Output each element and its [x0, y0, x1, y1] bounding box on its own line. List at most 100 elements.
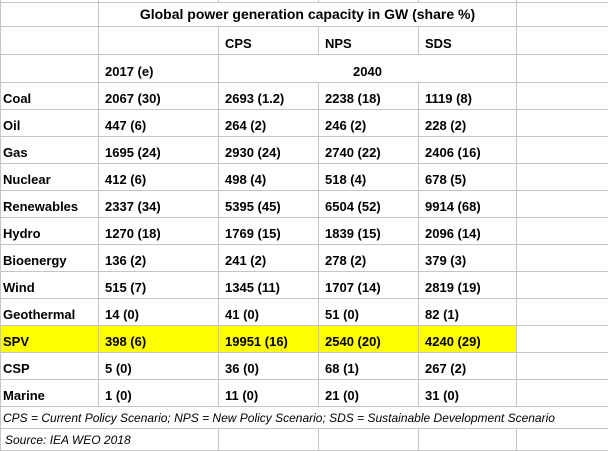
empty-cell: [517, 429, 608, 451]
row-label: Wind: [1, 272, 99, 299]
empty-cell: [517, 137, 608, 164]
cell-sds: 2819 (19): [419, 272, 517, 299]
source-row: Source: IEA WEO 2018: [1, 429, 608, 451]
row-nuclear: Nuclear 412 (6) 498 (4) 518 (4) 678 (5): [1, 164, 608, 191]
cell-nps: 2238 (18): [319, 83, 419, 110]
empty-cell: [517, 110, 608, 137]
empty-cell: [517, 353, 608, 380]
cell-2017: 398 (6): [99, 326, 219, 353]
empty-cell: [517, 83, 608, 110]
empty-cell: [1, 3, 99, 27]
empty-cell: [517, 245, 608, 272]
cell-cps: 498 (4): [219, 164, 319, 191]
header-base-year: 2017 (e): [99, 55, 219, 83]
empty-cell: [517, 3, 608, 27]
row-csp: CSP 5 (0) 36 (0) 68 (1) 267 (2): [1, 353, 608, 380]
header-future-year: 2040: [219, 55, 517, 83]
empty-cell: [517, 299, 608, 326]
spreadsheet: Global power generation capacity in GW (…: [0, 0, 608, 404]
header-cps: CPS: [219, 27, 319, 55]
row-gas: Gas 1695 (24) 2930 (24) 2740 (22) 2406 (…: [1, 137, 608, 164]
cell-nps: 21 (0): [319, 380, 419, 407]
row-spv-highlighted: SPV 398 (6) 19951 (16) 2540 (20) 4240 (2…: [1, 326, 608, 353]
row-label: Oil: [1, 110, 99, 137]
source-note: Source: IEA WEO 2018: [1, 429, 219, 451]
header-sds: SDS: [419, 27, 517, 55]
cell-2017: 515 (7): [99, 272, 219, 299]
empty-cell: [1, 55, 99, 83]
cell-2017: 1 (0): [99, 380, 219, 407]
cell-cps: 19951 (16): [219, 326, 319, 353]
empty-cell: [517, 191, 608, 218]
cell-nps: 1839 (15): [319, 218, 419, 245]
empty-cell: [219, 429, 319, 451]
cell-sds: 2096 (14): [419, 218, 517, 245]
row-label: Hydro: [1, 218, 99, 245]
cell-sds: 228 (2): [419, 110, 517, 137]
row-label: Coal: [1, 83, 99, 110]
cell-nps: 6504 (52): [319, 191, 419, 218]
row-oil: Oil 447 (6) 264 (2) 246 (2) 228 (2): [1, 110, 608, 137]
scenario-legend: CPS = Current Policy Scenario; NPS = New…: [1, 407, 608, 429]
cell-2017: 1270 (18): [99, 218, 219, 245]
cell-cps: 41 (0): [219, 299, 319, 326]
cell-2017: 2337 (34): [99, 191, 219, 218]
empty-cell: [517, 27, 608, 55]
cell-sds: 2406 (16): [419, 137, 517, 164]
cell-cps: 1345 (11): [219, 272, 319, 299]
row-label: Bioenergy: [1, 245, 99, 272]
cell-nps: 246 (2): [319, 110, 419, 137]
empty-cell: [99, 27, 219, 55]
cell-sds: 678 (5): [419, 164, 517, 191]
cell-nps: 278 (2): [319, 245, 419, 272]
row-bioenergy: Bioenergy 136 (2) 241 (2) 278 (2) 379 (3…: [1, 245, 608, 272]
cell-2017: 447 (6): [99, 110, 219, 137]
cell-sds: 31 (0): [419, 380, 517, 407]
row-label: Renewables: [1, 191, 99, 218]
cell-cps: 11 (0): [219, 380, 319, 407]
header-nps: NPS: [319, 27, 419, 55]
cell-cps: 1769 (15): [219, 218, 319, 245]
cell-cps: 264 (2): [219, 110, 319, 137]
cell-2017: 412 (6): [99, 164, 219, 191]
cell-cps: 2693 (1.2): [219, 83, 319, 110]
cell-cps: 2930 (24): [219, 137, 319, 164]
empty-cell: [1, 27, 99, 55]
empty-cell: [517, 326, 608, 353]
cell-nps: 1707 (14): [319, 272, 419, 299]
cell-2017: 136 (2): [99, 245, 219, 272]
empty-cell: [517, 272, 608, 299]
cell-nps: 2740 (22): [319, 137, 419, 164]
row-label: SPV: [1, 326, 99, 353]
row-coal: Coal 2067 (30) 2693 (1.2) 2238 (18) 1119…: [1, 83, 608, 110]
cell-sds: 82 (1): [419, 299, 517, 326]
cell-sds: 9914 (68): [419, 191, 517, 218]
cell-2017: 14 (0): [99, 299, 219, 326]
cell-cps: 241 (2): [219, 245, 319, 272]
empty-cell: [517, 380, 608, 407]
title-row: Global power generation capacity in GW (…: [1, 3, 608, 27]
cell-2017: 2067 (30): [99, 83, 219, 110]
cell-nps: 68 (1): [319, 353, 419, 380]
cell-2017: 5 (0): [99, 353, 219, 380]
year-header-row: 2017 (e) 2040: [1, 55, 608, 83]
cell-sds: 4240 (29): [419, 326, 517, 353]
cell-sds: 379 (3): [419, 245, 517, 272]
row-label: Nuclear: [1, 164, 99, 191]
cell-nps: 518 (4): [319, 164, 419, 191]
footnote-row: CPS = Current Policy Scenario; NPS = New…: [1, 407, 608, 429]
row-label: Marine: [1, 380, 99, 407]
cell-2017: 1695 (24): [99, 137, 219, 164]
empty-cell: [319, 429, 419, 451]
empty-cell: [517, 55, 608, 83]
table-title: Global power generation capacity in GW (…: [99, 3, 517, 27]
cell-sds: 1119 (8): [419, 83, 517, 110]
empty-cell: [419, 429, 517, 451]
cell-cps: 36 (0): [219, 353, 319, 380]
cell-nps: 2540 (20): [319, 326, 419, 353]
row-renewables: Renewables 2337 (34) 5395 (45) 6504 (52)…: [1, 191, 608, 218]
row-wind: Wind 515 (7) 1345 (11) 1707 (14) 2819 (1…: [1, 272, 608, 299]
cell-nps: 51 (0): [319, 299, 419, 326]
row-hydro: Hydro 1270 (18) 1769 (15) 1839 (15) 2096…: [1, 218, 608, 245]
